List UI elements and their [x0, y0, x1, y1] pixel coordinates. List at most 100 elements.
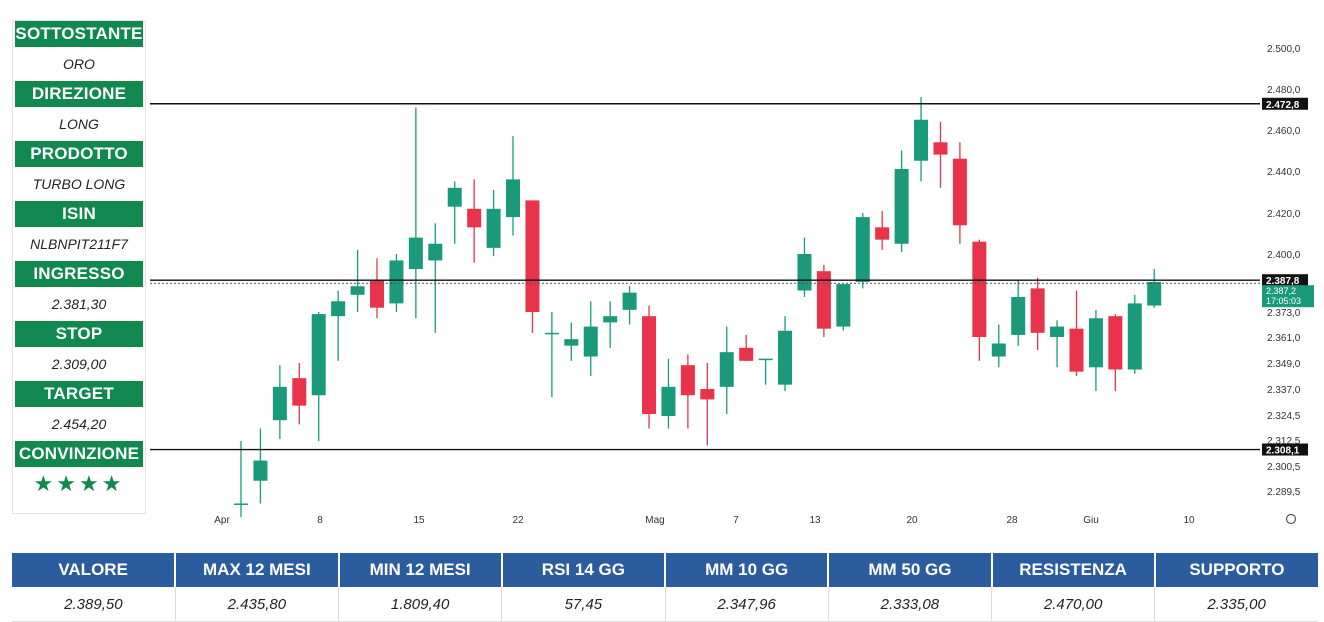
candle-body	[428, 243, 443, 261]
stats-value: 2.335,00	[1154, 587, 1318, 622]
candle-body	[525, 200, 540, 312]
candle-body	[370, 279, 385, 308]
candle-body	[933, 142, 948, 155]
stats-table: VALORE MAX 12 MESI MIN 12 MESI RSI 14 GG…	[12, 553, 1318, 622]
candle-body	[544, 332, 559, 335]
candle-body	[1088, 318, 1103, 368]
y-tick-label: 2.349,0	[1267, 359, 1301, 370]
candle-body	[506, 179, 521, 218]
level-tag	[1262, 274, 1308, 287]
candle-body	[855, 217, 870, 282]
x-tick-label: 22	[512, 515, 524, 526]
stats-value: 57,45	[501, 587, 666, 622]
panel-label: SOTTOSTANTE	[15, 21, 143, 47]
y-tick-label: 2.337,0	[1267, 385, 1301, 396]
candle-body	[991, 343, 1006, 357]
y-tick-label: 2.460,0	[1267, 126, 1301, 137]
stats-header-row: VALORE MAX 12 MESI MIN 12 MESI RSI 14 GG…	[12, 553, 1318, 587]
price-tag-label: 2.387,2	[1266, 286, 1296, 296]
candle-body	[603, 316, 618, 323]
candle-body	[875, 227, 890, 240]
panel-item: SOTTOSTANTE ORO	[13, 21, 145, 81]
settings-icon	[1285, 513, 1297, 525]
level-tag	[1262, 443, 1308, 456]
panel-label: DIREZIONE	[15, 81, 143, 107]
x-tick-label: Apr	[214, 515, 230, 526]
conviction-stars: ★★★★	[13, 467, 145, 501]
x-tick-label: 8	[317, 515, 323, 526]
candle-body	[700, 389, 715, 400]
candle-body	[292, 378, 307, 406]
candle-body	[1011, 296, 1026, 335]
y-tick-label: 2.289,5	[1267, 487, 1301, 498]
candle-body	[816, 271, 831, 329]
panel-value: NLBNPIT211F7	[30, 236, 128, 252]
candle-body	[253, 460, 268, 481]
x-tick-label: 15	[413, 515, 425, 526]
level-tag-label: 2.472,8	[1266, 100, 1300, 111]
candle-body	[447, 187, 462, 207]
trade-info-panel: SOTTOSTANTE ORO DIREZIONE LONG PRODOTTO TURBO…	[12, 20, 146, 514]
stats-header: MM 10 GG	[665, 553, 830, 587]
panel-item: CONVINZIONE ★★★★	[13, 441, 145, 501]
star-rating-icon: ★★★★	[33, 471, 125, 496]
y-tick-label: 2.373,0	[1267, 308, 1301, 319]
y-tick-label: 2.400,0	[1267, 250, 1301, 261]
candle-body	[331, 301, 346, 317]
price-tag	[1262, 285, 1314, 308]
y-tick-label: 2.324,5	[1267, 411, 1301, 422]
candle-body	[894, 168, 909, 244]
candle-body	[972, 241, 987, 337]
y-tick-label: 2.420,0	[1267, 209, 1301, 220]
y-tick-label: 2.440,0	[1267, 167, 1301, 178]
panel-item: ISIN NLBNPIT211F7	[13, 201, 145, 261]
candlestick-chart: 2.500,0 2.480,0 2.460,0 2.440,0 2.420,0 2.400…	[150, 44, 1314, 526]
x-tick-label: 28	[1006, 515, 1018, 526]
candle-body	[680, 365, 695, 396]
panel-label: STOP	[15, 321, 143, 347]
price-tag-time: 17:05:03	[1266, 296, 1301, 306]
y-tick-label: 2.500,0	[1267, 44, 1301, 55]
x-tick-label: 10	[1183, 515, 1195, 526]
stats-value: 2.347,96	[665, 587, 829, 622]
candle-body	[778, 330, 793, 385]
panel-item: TARGET 2.454,20	[13, 381, 145, 441]
panel-value: 2.454,20	[51, 416, 107, 432]
panel-value: LONG	[59, 116, 99, 132]
level-tag	[1262, 97, 1308, 110]
panel-item: INGRESSO 2.381,30	[13, 261, 145, 321]
candle-body	[797, 254, 812, 291]
stats-header: MIN 12 MESI	[338, 553, 503, 587]
stats-value-row: 2.389,50 2.435,80 1.809,40 57,45 2.347,9…	[12, 587, 1318, 622]
panel-label: CONVINZIONE	[15, 441, 143, 467]
candle-body	[719, 352, 734, 387]
candle-body	[389, 260, 404, 304]
panel-item: DIREZIONE LONG	[13, 81, 145, 141]
y-tick-label: 2.361,0	[1267, 333, 1301, 344]
candle-body	[1030, 288, 1045, 333]
stats-header: SUPPORTO	[1154, 553, 1318, 587]
candle-body	[272, 386, 287, 421]
level-tag-label: 2.308,1	[1266, 446, 1300, 457]
panel-value: TURBO LONG	[32, 176, 126, 192]
x-tick-label: Mag	[645, 515, 664, 526]
candle-body	[1127, 303, 1142, 370]
candle-body	[408, 237, 423, 270]
candle-body	[758, 358, 773, 361]
stats-value: 2.470,00	[991, 587, 1156, 622]
x-tick-label: 7	[733, 515, 739, 526]
candle-body	[311, 314, 326, 396]
stats-header: MAX 12 MESI	[175, 553, 340, 587]
stats-value: 2.389,50	[12, 587, 176, 622]
candle-body	[467, 208, 482, 228]
y-tick-label: 2.300,5	[1267, 462, 1301, 473]
candle-body	[739, 347, 754, 361]
stats-value: 2.435,80	[175, 587, 340, 622]
candle-body	[234, 503, 248, 505]
candle-body	[1147, 281, 1162, 306]
stats-header: VALORE	[12, 553, 177, 587]
candle-body	[642, 316, 657, 414]
panel-label: INGRESSO	[15, 261, 143, 287]
panel-value: ORO	[63, 56, 95, 72]
y-tick-label: 2.312,5	[1267, 436, 1301, 447]
